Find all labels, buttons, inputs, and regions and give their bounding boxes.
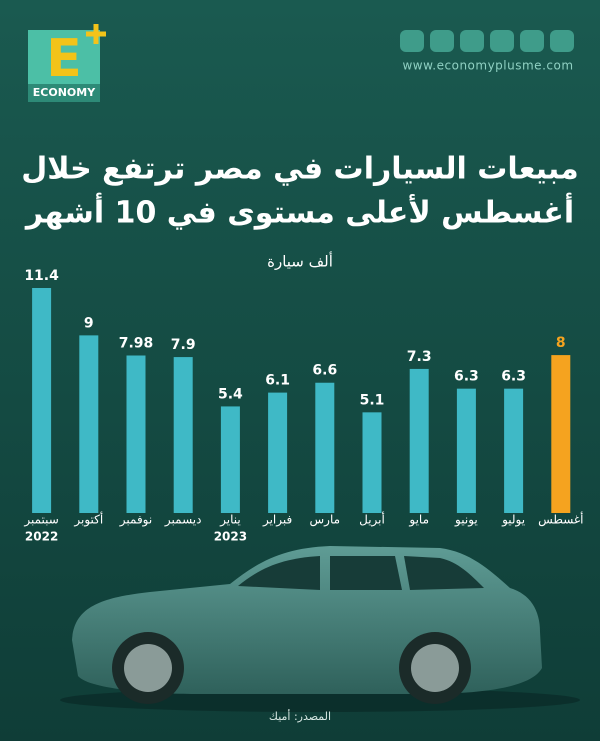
bar: [79, 335, 99, 513]
icon-threads[interactable]: [550, 30, 574, 52]
car-window: [404, 556, 484, 590]
car-window: [330, 556, 402, 590]
icon-instagram[interactable]: [430, 30, 454, 52]
value-label: 7.98: [119, 336, 154, 352]
source: المصدر: أميك: [269, 709, 331, 723]
value-label: 6.1: [265, 373, 290, 389]
car-window: [238, 556, 320, 590]
chart-title-line: أغسطس لأعلى مستوى في 10 أشهر: [24, 193, 574, 231]
x-tick-label: مارس: [310, 513, 341, 528]
x-tick-label: سبتمبر: [23, 513, 58, 528]
value-label: 9: [84, 315, 94, 331]
logo-band: [28, 84, 100, 102]
x-tick-label: نوفمبر: [119, 513, 152, 528]
website[interactable]: www.economyplusme.com: [402, 59, 573, 73]
x-tick-label: ديسمبر: [164, 513, 202, 528]
logo-letter: E: [46, 29, 82, 89]
x-tick-label: مايو: [408, 513, 429, 528]
car: [60, 546, 580, 712]
bar-chart: 11.4 سبتمبر 2022 9 أكتوبر 7.98 نوفمبر 7.9 ديسمبر…: [23, 268, 583, 544]
bar: [456, 388, 476, 513]
bar: [32, 288, 52, 513]
x-tick-label: أغسطس: [538, 512, 583, 528]
value-label: 7.3: [407, 349, 432, 365]
bar: [362, 412, 382, 513]
logo-text: ECONOMY: [33, 86, 96, 99]
icon-twitter[interactable]: [460, 30, 484, 52]
value-label: 6.3: [454, 369, 479, 385]
value-label: 6.3: [501, 369, 526, 385]
bar: [315, 382, 335, 513]
bar: [409, 368, 429, 513]
social-icons: [400, 30, 574, 52]
value-label: 5.4: [218, 386, 243, 402]
x-tick-label: أكتوبر: [73, 512, 103, 528]
x-tick-label: يوليو: [501, 513, 525, 528]
logo-plus: [86, 24, 106, 44]
x-tick-label: يناير: [219, 513, 241, 528]
bar: [220, 406, 240, 513]
bar: [268, 392, 288, 513]
bar: [504, 388, 524, 513]
icon-youtube[interactable]: [520, 30, 544, 52]
x-tick-label: أبريل: [359, 512, 385, 528]
year-label: 2022: [25, 530, 58, 544]
chart-subtitle: ألف سيارة: [267, 252, 333, 271]
year-label: 2023: [214, 530, 247, 544]
value-label: 11.4: [24, 268, 59, 284]
value-label: 6.6: [312, 363, 337, 379]
logo: E ECONOMY: [28, 24, 106, 102]
icon-facebook[interactable]: [400, 30, 424, 52]
bar: [173, 357, 193, 513]
value-label: 7.9: [171, 337, 196, 353]
bar: [551, 355, 571, 513]
bar: [126, 355, 146, 513]
car-rim: [411, 644, 459, 692]
value-label: 5.1: [360, 392, 385, 408]
value-label: 8: [556, 335, 566, 351]
icon-linkedin[interactable]: [490, 30, 514, 52]
chart-title-line: مبيعات السيارات في مصر ترتفع خلال: [21, 152, 578, 187]
x-tick-label: فبراير: [262, 513, 292, 528]
x-tick-label: يونيو: [454, 513, 478, 528]
car-rim: [124, 644, 172, 692]
